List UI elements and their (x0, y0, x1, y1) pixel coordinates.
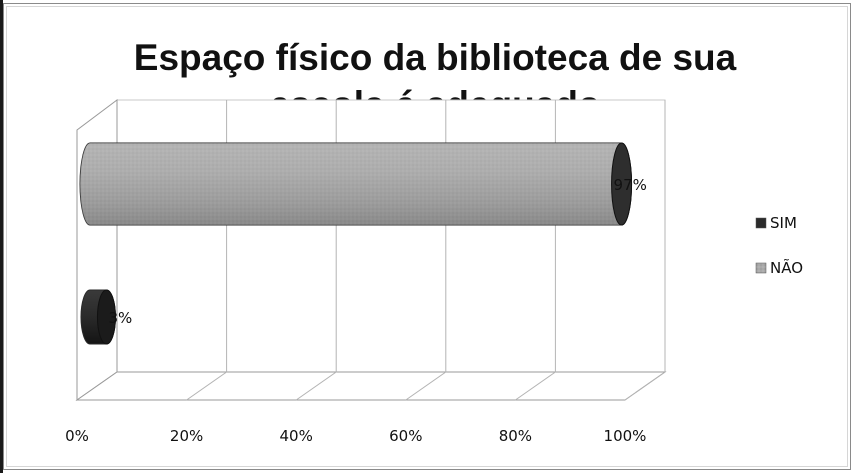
window-left-edge (0, 0, 3, 473)
legend-swatch (755, 262, 767, 274)
legend: SIM NÃO (755, 214, 803, 277)
floor (75, 371, 667, 401)
x-tick-label: 0% (65, 427, 89, 445)
chart-title-line-1: Espaço físico da biblioteca de sua (134, 37, 737, 78)
bar-sim (80, 289, 116, 345)
x-tick-label: 20% (170, 427, 203, 445)
legend-item: SIM (755, 214, 797, 232)
legend-swatch (755, 217, 767, 229)
gridline (624, 100, 666, 401)
legend-label: SIM (770, 214, 797, 232)
x-tick-label: 40% (280, 427, 313, 445)
bar-nao (79, 142, 633, 226)
back-wall (116, 99, 666, 373)
bar-texture (80, 143, 632, 225)
x-tick-label: 100% (604, 427, 647, 445)
bar-end-cap (96, 289, 116, 345)
bars (79, 142, 633, 345)
x-tick-label: 60% (389, 427, 422, 445)
x-tick-label: 80% (499, 427, 532, 445)
legend-item: NÃO (755, 258, 803, 277)
data-label-sim: 3% (108, 309, 132, 327)
data-label-nao: 97% (614, 176, 647, 194)
bar-end-cap (611, 142, 633, 226)
legend-label: NÃO (770, 258, 803, 277)
x-axis-ticks: 0% 20% 40% 60% 80% 100% (65, 427, 646, 445)
data-labels: 3% 97% (108, 176, 646, 327)
